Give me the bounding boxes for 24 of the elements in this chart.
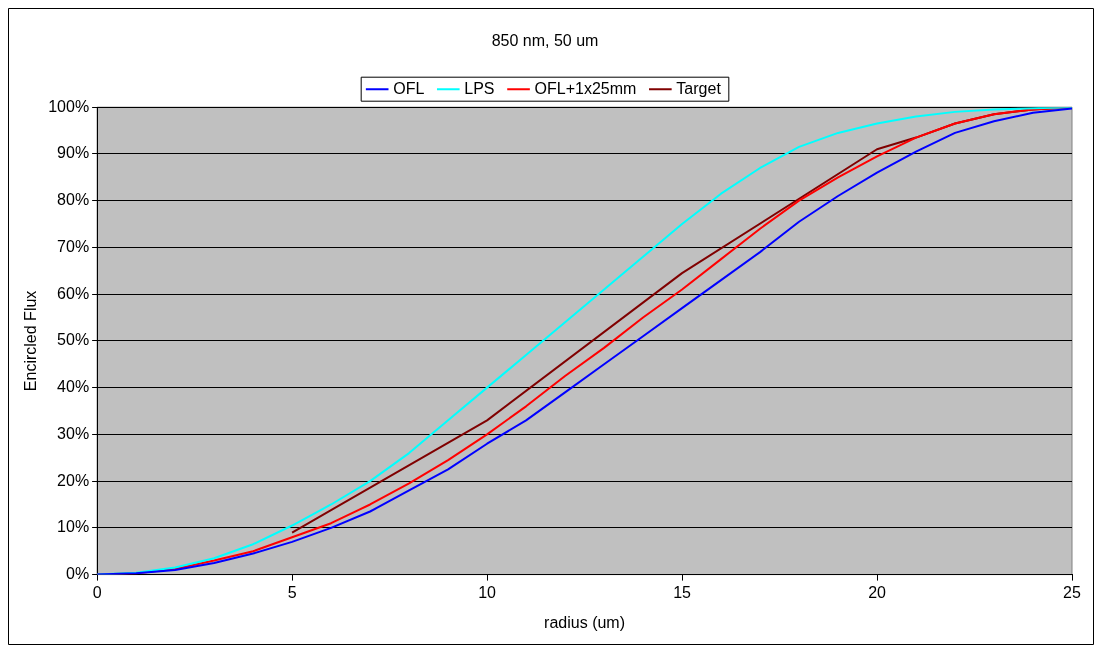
x-tick-label: 10 (478, 583, 497, 601)
x-tick-label: 15 (673, 583, 692, 601)
x-axis-title: radius (um) (544, 613, 626, 631)
y-tick-label: 40% (57, 378, 90, 396)
y-tick-label: 80% (57, 191, 90, 209)
y-axis-title: Encircled Flux (22, 290, 40, 392)
legend-label: Target (676, 79, 722, 97)
y-tick-label: 70% (57, 237, 90, 255)
y-tick-label: 0% (66, 565, 90, 583)
x-tick-label: 5 (287, 583, 297, 601)
y-tick-label: 60% (57, 284, 90, 302)
y-tick-label: 30% (57, 424, 90, 442)
y-tick-label: 100% (48, 97, 90, 115)
legend-label: LPS (464, 79, 495, 97)
legend-label: OFL+1x25mm (534, 79, 637, 97)
y-tick-label: 20% (57, 471, 90, 489)
y-tick-label: 90% (57, 144, 90, 162)
x-tick-label: 20 (868, 583, 887, 601)
x-tick-label: 0 (92, 583, 102, 601)
y-tick-label: 10% (57, 518, 90, 536)
chart-title: 850 nm, 50 um (491, 32, 599, 50)
y-tick-label: 50% (57, 331, 90, 349)
legend-label: OFL (393, 79, 425, 97)
x-tick-label: 25 (1063, 583, 1081, 601)
